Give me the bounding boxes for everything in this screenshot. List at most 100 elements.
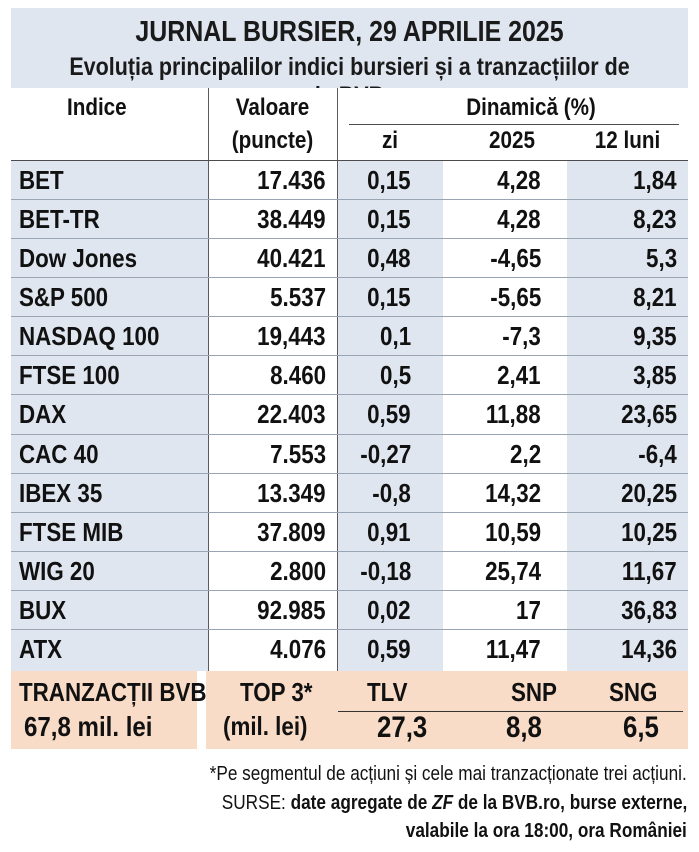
top3-value-1: 27,3 <box>377 711 428 744</box>
header-dynamics: Dinamică (%) <box>466 94 596 121</box>
index-name: BET <box>19 161 204 200</box>
indices-table: Indice Valoare (puncte) Dinamică (%) zi … <box>11 88 688 671</box>
change-2025-text: 4,28 <box>497 165 541 195</box>
index-name-text: Dow Jones <box>19 243 138 274</box>
row-divider <box>11 628 688 630</box>
row-divider <box>11 472 688 474</box>
top3-value-2: 8,8 <box>506 711 542 744</box>
header-index: Indice <box>67 94 127 121</box>
top3-symbol-2: SNP <box>511 677 557 707</box>
change-12-months: -6,4 <box>551 435 677 474</box>
row-divider <box>11 199 688 201</box>
index-name: S&P 500 <box>19 278 204 317</box>
change-day-text: 0,15 <box>367 204 411 235</box>
table-row: ATX 4.076 0,59 11,47 14,36 <box>11 630 688 669</box>
index-value: 13.349 <box>208 474 326 513</box>
table-row: S&P 500 5.537 0,15 -5,65 8,21 <box>11 278 688 317</box>
change-day: 0,1 <box>337 317 411 356</box>
header-2025: 2025 <box>489 127 535 154</box>
row-divider <box>11 277 688 279</box>
table-row: BET-TR 38.449 0,15 4,28 8,23 <box>11 200 688 239</box>
change-day-text: -0,8 <box>372 477 411 508</box>
index-name-text: CAC 40 <box>19 438 99 469</box>
change-12-months: 9,35 <box>551 317 677 356</box>
index-value: 22.403 <box>208 395 326 434</box>
bvb-trades-label: TRANZACȚII BVB <box>19 677 207 707</box>
top3-symbol-1: TLV <box>367 677 408 707</box>
change-2025-text: 2,2 <box>509 438 541 469</box>
index-name: CAC 40 <box>19 435 204 474</box>
change-2025: 11,47 <box>419 630 541 669</box>
header-value-line2: (puncte) <box>231 127 314 154</box>
change-12-months: 5,3 <box>551 239 677 278</box>
top3-rule <box>338 711 683 712</box>
index-value-text: 8.460 <box>270 360 326 391</box>
change-2025-text: 17 <box>516 594 541 625</box>
index-name-text: DAX <box>19 399 67 430</box>
index-name-text: WIG 20 <box>19 555 95 586</box>
index-value-text: 5.537 <box>270 282 326 313</box>
change-day: -0,18 <box>337 552 411 591</box>
page-title: JURNAL BURSIER, 29 APRILIE 2025 <box>135 16 564 48</box>
header-12-months: 12 luni <box>594 127 661 154</box>
header-value-line1: Valoare <box>235 94 310 121</box>
index-name: BET-TR <box>19 200 204 239</box>
change-day-text: 0,02 <box>367 594 411 625</box>
index-name: FTSE MIB <box>19 513 204 552</box>
change-2025-text: -5,65 <box>490 282 541 313</box>
band-index <box>11 160 208 671</box>
index-name-text: BUX <box>19 594 67 625</box>
row-divider <box>11 433 688 435</box>
table-row: IBEX 35 13.349 -0,8 14,32 20,25 <box>11 474 688 513</box>
index-value: 37.809 <box>208 513 326 552</box>
index-value-text: 17.436 <box>257 165 326 195</box>
index-name: FTSE 100 <box>19 356 204 395</box>
change-day-text: 0,91 <box>367 516 411 547</box>
index-value-text: 92.985 <box>257 594 326 625</box>
divider-col-2 <box>337 88 338 671</box>
index-value-text: 2.800 <box>270 555 326 586</box>
top3-value-3: 6,5 <box>623 711 659 744</box>
change-day: 0,15 <box>337 200 411 239</box>
change-2025: 25,74 <box>419 552 541 591</box>
change-2025: 4,28 <box>419 200 541 239</box>
change-12-months-text: 8,23 <box>633 204 677 235</box>
divider-col-1 <box>208 88 209 671</box>
index-name: NASDAQ 100 <box>19 317 204 356</box>
row-divider <box>11 589 688 591</box>
table-row: NASDAQ 100 19,443 0,1 -7,3 9,35 <box>11 317 688 356</box>
header-dynamics-rule <box>349 124 679 125</box>
top3-symbol-3: SNG <box>609 677 658 707</box>
index-value: 17.436 <box>208 161 326 200</box>
change-2025: -4,65 <box>419 239 541 278</box>
change-2025: -5,65 <box>419 278 541 317</box>
change-12-months-text: 3,85 <box>633 360 677 391</box>
change-2025-text: -7,3 <box>502 321 541 352</box>
change-12-months: 1,84 <box>551 161 677 200</box>
row-divider <box>11 355 688 357</box>
sources-zf: ZF <box>431 792 453 814</box>
change-12-months-text: 10,25 <box>621 516 677 547</box>
index-value: 8.460 <box>208 356 326 395</box>
table-row: BET 17.436 0,15 4,28 1,84 <box>11 161 688 200</box>
table-row: FTSE MIB 37.809 0,91 10,59 10,25 <box>11 513 688 552</box>
index-value: 40.421 <box>208 239 326 278</box>
change-12-months: 14,36 <box>551 630 677 669</box>
change-12-months-text: 11,67 <box>622 555 677 586</box>
table-row: FTSE 100 8.460 0,5 2,41 3,85 <box>11 356 688 395</box>
index-name: BUX <box>19 591 204 630</box>
change-day: 0,15 <box>337 161 411 200</box>
change-day: 0,5 <box>337 356 411 395</box>
change-12-months-text: 9,35 <box>633 321 677 352</box>
band-12m <box>567 160 688 671</box>
change-day-text: 0,1 <box>379 321 411 352</box>
index-name: WIG 20 <box>19 552 204 591</box>
change-day-text: 0,48 <box>367 243 411 274</box>
row-divider <box>11 316 688 318</box>
change-12-months: 20,25 <box>551 474 677 513</box>
header-day: zi <box>381 127 399 154</box>
index-name: ATX <box>19 630 204 669</box>
header-bottom-rule <box>11 160 688 161</box>
change-day: 0,59 <box>337 630 411 669</box>
change-2025: 11,88 <box>419 395 541 434</box>
